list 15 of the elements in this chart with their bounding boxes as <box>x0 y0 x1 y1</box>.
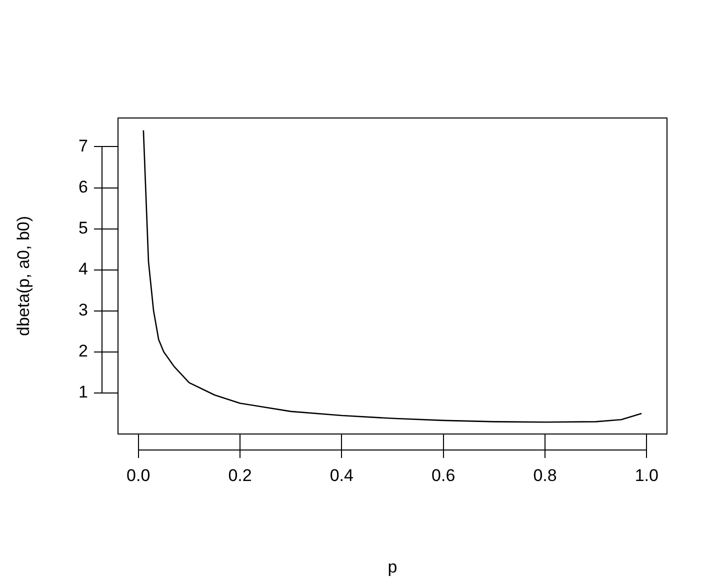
x-tick-label: 0.2 <box>228 466 252 485</box>
y-tick-label: 7 <box>78 136 88 156</box>
y-axis-title: dbeta(p, a0, b0) <box>14 216 33 336</box>
y-tick-label: 5 <box>78 218 88 238</box>
y-tick-label: 6 <box>78 177 88 196</box>
y-tick-label: 4 <box>78 260 88 279</box>
y-tick-label: 3 <box>78 300 88 320</box>
x-tick-label: 1.0 <box>634 466 658 485</box>
y-tick-label: 1 <box>78 382 88 402</box>
x-tick-label: 0.6 <box>432 466 456 485</box>
x-tick-label: 0.8 <box>533 466 557 485</box>
x-axis-title: p <box>388 557 398 576</box>
y-tick-label: 2 <box>78 342 88 361</box>
x-tick-label: 0.0 <box>126 466 150 485</box>
x-tick-label: 0.4 <box>330 466 354 485</box>
